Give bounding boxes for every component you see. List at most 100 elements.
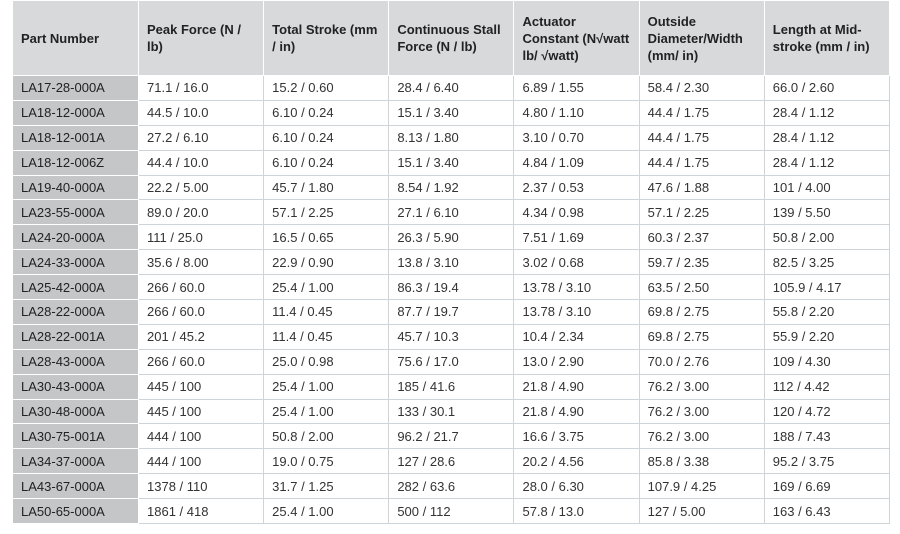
- table-row: LA18-12-001A 27.2 / 6.10 6.10 / 0.24 8.13 /…: [12, 124, 891, 151]
- table-row: LA25-42-000A 266 / 60.0 25.4 / 1.00 86.3 / …: [12, 274, 891, 301]
- value-cell: 500 / 112: [388, 498, 515, 525]
- value-cell: 47.6 / 1.88: [638, 174, 765, 201]
- value-cell: 169 / 6.69: [763, 473, 891, 500]
- table-row: LA34-37-000A 444 / 100 19.0 / 0.75 127 / 28…: [12, 448, 891, 475]
- value-cell: 70.0 / 2.76: [638, 348, 765, 375]
- value-cell: 50.8 / 2.00: [763, 224, 891, 251]
- table-row: LA50-65-000A 1861 / 418 25.4 / 1.00 500 / 1…: [12, 498, 891, 525]
- value-cell: 96.2 / 21.7: [388, 423, 515, 450]
- value-cell: 445 / 100: [137, 398, 265, 425]
- value-cell: 31.7 / 1.25: [263, 473, 390, 500]
- value-cell: 75.6 / 17.0: [388, 348, 515, 375]
- value-cell: 27.2 / 6.10: [137, 124, 265, 151]
- value-cell: 120 / 4.72: [763, 398, 891, 425]
- value-cell: 15.2 / 0.60: [263, 75, 390, 101]
- value-cell: 127 / 28.6: [388, 448, 515, 475]
- value-cell: 1378 / 110: [137, 473, 265, 500]
- value-cell: 76.2 / 3.00: [638, 423, 765, 450]
- value-cell: 87.7 / 19.7: [388, 299, 515, 325]
- value-cell: 44.4 / 1.75: [638, 124, 765, 151]
- value-cell: 107.9 / 4.25: [638, 473, 765, 500]
- value-cell: 50.8 / 2.00: [263, 423, 390, 450]
- value-cell: 444 / 100: [137, 423, 265, 450]
- value-cell: 133 / 30.1: [388, 398, 515, 425]
- value-cell: 44.4 / 10.0: [137, 149, 265, 176]
- value-cell: 15.1 / 3.40: [388, 149, 515, 176]
- value-cell: 44.5 / 10.0: [137, 99, 265, 126]
- value-cell: 57.1 / 2.25: [263, 199, 390, 226]
- value-cell: 266 / 60.0: [137, 274, 265, 301]
- value-cell: 26.3 / 5.90: [388, 224, 515, 251]
- value-cell: 95.2 / 3.75: [763, 448, 891, 475]
- value-cell: 13.0 / 2.90: [513, 348, 640, 375]
- header-cell: Length at Mid-stroke (mm / in): [763, 0, 891, 76]
- header-cell: Outside Diameter/Width (mm/ in): [638, 0, 765, 76]
- value-cell: 63.5 / 2.50: [638, 274, 765, 301]
- part-number-cell: LA30-48-000A: [12, 398, 139, 425]
- value-cell: 185 / 41.6: [388, 373, 515, 400]
- value-cell: 13.78 / 3.10: [513, 299, 640, 325]
- value-cell: 11.4 / 0.45: [263, 299, 390, 325]
- table-row: LA28-22-001A 201 / 45.2 11.4 / 0.45 45.7 / …: [12, 323, 891, 350]
- value-cell: 3.02 / 0.68: [513, 249, 640, 276]
- value-cell: 25.0 / 0.98: [263, 348, 390, 375]
- table-row: LA30-75-001A 444 / 100 50.8 / 2.00 96.2 / 2…: [12, 423, 891, 450]
- value-cell: 85.8 / 3.38: [638, 448, 765, 475]
- value-cell: 22.2 / 5.00: [137, 174, 265, 201]
- value-cell: 76.2 / 3.00: [638, 373, 765, 400]
- value-cell: 201 / 45.2: [137, 323, 265, 350]
- part-number-cell: LA30-75-001A: [12, 423, 139, 450]
- value-cell: 266 / 60.0: [137, 348, 265, 375]
- header-row: Part Number Peak Force (N / lb) Total Stro…: [12, 0, 891, 76]
- part-number-cell: LA30-43-000A: [12, 373, 139, 400]
- value-cell: 111 / 25.0: [137, 224, 265, 251]
- value-cell: 2.37 / 0.53: [513, 174, 640, 201]
- value-cell: 7.51 / 1.69: [513, 224, 640, 251]
- value-cell: 109 / 4.30: [763, 348, 891, 375]
- table-row: LA28-22-000A 266 / 60.0 11.4 / 0.45 87.7 / …: [12, 299, 891, 325]
- value-cell: 86.3 / 19.4: [388, 274, 515, 301]
- value-cell: 25.4 / 1.00: [263, 274, 390, 301]
- part-number-cell: LA43-67-000A: [12, 473, 139, 500]
- header-cell: Peak Force (N / lb): [137, 0, 265, 76]
- table-row: LA43-67-000A 1378 / 110 31.7 / 1.25 282 / 6…: [12, 473, 891, 500]
- part-number-cell: LA19-40-000A: [12, 174, 139, 201]
- part-number-cell: LA18-12-001A: [12, 124, 139, 151]
- value-cell: 21.8 / 4.90: [513, 373, 640, 400]
- value-cell: 11.4 / 0.45: [263, 323, 390, 350]
- value-cell: 55.8 / 2.20: [763, 299, 891, 325]
- part-number-cell: LA28-22-001A: [12, 323, 139, 350]
- value-cell: 266 / 60.0: [137, 299, 265, 325]
- value-cell: 27.1 / 6.10: [388, 199, 515, 226]
- table-row: LA18-12-000A 44.5 / 10.0 6.10 / 0.24 15.1 /…: [12, 99, 891, 126]
- value-cell: 71.1 / 16.0: [137, 75, 265, 101]
- header-cell: Total Stroke (mm / in): [263, 0, 390, 76]
- value-cell: 127 / 5.00: [638, 498, 765, 525]
- value-cell: 20.2 / 4.56: [513, 448, 640, 475]
- value-cell: 69.8 / 2.75: [638, 299, 765, 325]
- table-row: LA28-43-000A 266 / 60.0 25.0 / 0.98 75.6 / …: [12, 348, 891, 375]
- header-cell: Continuous Stall Force (N / lb): [388, 0, 515, 76]
- table-wrap: Part Number Peak Force (N / lb) Total Stro…: [12, 0, 891, 525]
- part-number-cell: LA25-42-000A: [12, 274, 139, 301]
- value-cell: 445 / 100: [137, 373, 265, 400]
- part-number-cell: LA34-37-000A: [12, 448, 139, 475]
- part-number-cell: LA18-12-000A: [12, 99, 139, 126]
- spec-table: Part Number Peak Force (N / lb) Total Stro…: [12, 0, 891, 525]
- part-number-cell: LA24-20-000A: [12, 224, 139, 251]
- value-cell: 188 / 7.43: [763, 423, 891, 450]
- value-cell: 28.0 / 6.30: [513, 473, 640, 500]
- value-cell: 55.9 / 2.20: [763, 323, 891, 350]
- value-cell: 57.1 / 2.25: [638, 199, 765, 226]
- table-row: LA19-40-000A 22.2 / 5.00 45.7 / 1.80 8.54 /…: [12, 174, 891, 201]
- part-number-cell: LA24-33-000A: [12, 249, 139, 276]
- value-cell: 25.4 / 1.00: [263, 373, 390, 400]
- value-cell: 10.4 / 2.34: [513, 323, 640, 350]
- value-cell: 6.10 / 0.24: [263, 124, 390, 151]
- value-cell: 28.4 / 6.40: [388, 75, 515, 101]
- value-cell: 44.4 / 1.75: [638, 149, 765, 176]
- value-cell: 6.89 / 1.55: [513, 75, 640, 101]
- value-cell: 16.5 / 0.65: [263, 224, 390, 251]
- value-cell: 3.10 / 0.70: [513, 124, 640, 151]
